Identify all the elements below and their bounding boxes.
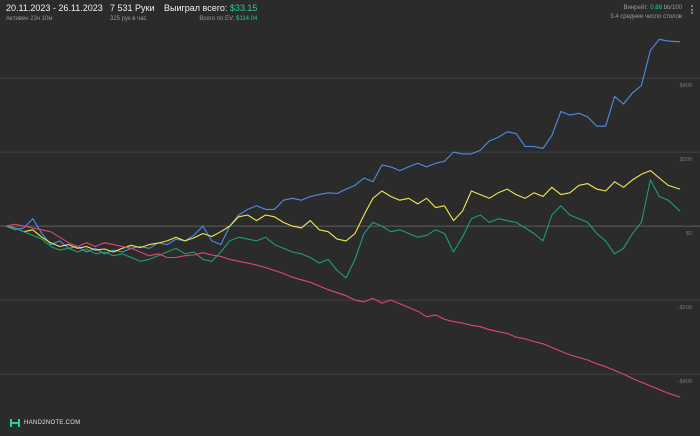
date-range-block: 20.11.2023 - 26.11.2023 Активен 23ч 10м: [6, 3, 103, 23]
active-time: Активен 23ч 10м: [6, 16, 53, 22]
won-block: Выиграл всего: $33.15 Всего по EV: $114.…: [164, 3, 258, 23]
y-tick-label: $0: [686, 231, 692, 237]
y-tick-label: -$400: [678, 379, 692, 385]
red-series-line: [5, 223, 681, 398]
yellow-series-line: [5, 170, 681, 253]
y-tick-label: $400: [680, 83, 692, 89]
total-won: Выиграл всего: $33.15: [164, 3, 258, 13]
total-ev: Всего по EV: $114.04: [199, 16, 258, 22]
y-axis-ticks: $400 $200 $0 -$200 -$400: [678, 83, 692, 385]
y-tick-label: -$200: [678, 305, 692, 311]
y-tick-label: $200: [680, 157, 692, 163]
green-series-line: [5, 179, 681, 279]
blue-series-line: [5, 38, 681, 255]
hands-count: 7 531 Руки: [110, 3, 155, 13]
winrate-value: 0.88: [650, 5, 662, 11]
brand: HAND2NOTE.COM: [10, 418, 81, 428]
date-range: 20.11.2023 - 26.11.2023: [6, 3, 103, 13]
more-options-icon[interactable]: [688, 5, 696, 15]
brand-name: HAND2NOTE.COM: [24, 420, 81, 426]
series-lines: [5, 38, 681, 398]
hand2note-logo-icon: [10, 419, 20, 427]
total-won-value: $33.15: [229, 3, 258, 13]
winrate: Винрейт: 0.88 bb/100: [623, 5, 683, 11]
hands-block: 7 531 Руки 325 рук в час: [110, 3, 155, 23]
total-ev-value: $114.04: [236, 16, 258, 22]
grid-lines: [0, 77, 700, 375]
hands-per-hour: 325 рук в час: [110, 16, 147, 22]
avg-tables: 3.4 среднее число столов: [610, 14, 682, 20]
winrate-block: Винрейт: 0.88 bb/100 3.4 среднее число с…: [610, 5, 682, 20]
